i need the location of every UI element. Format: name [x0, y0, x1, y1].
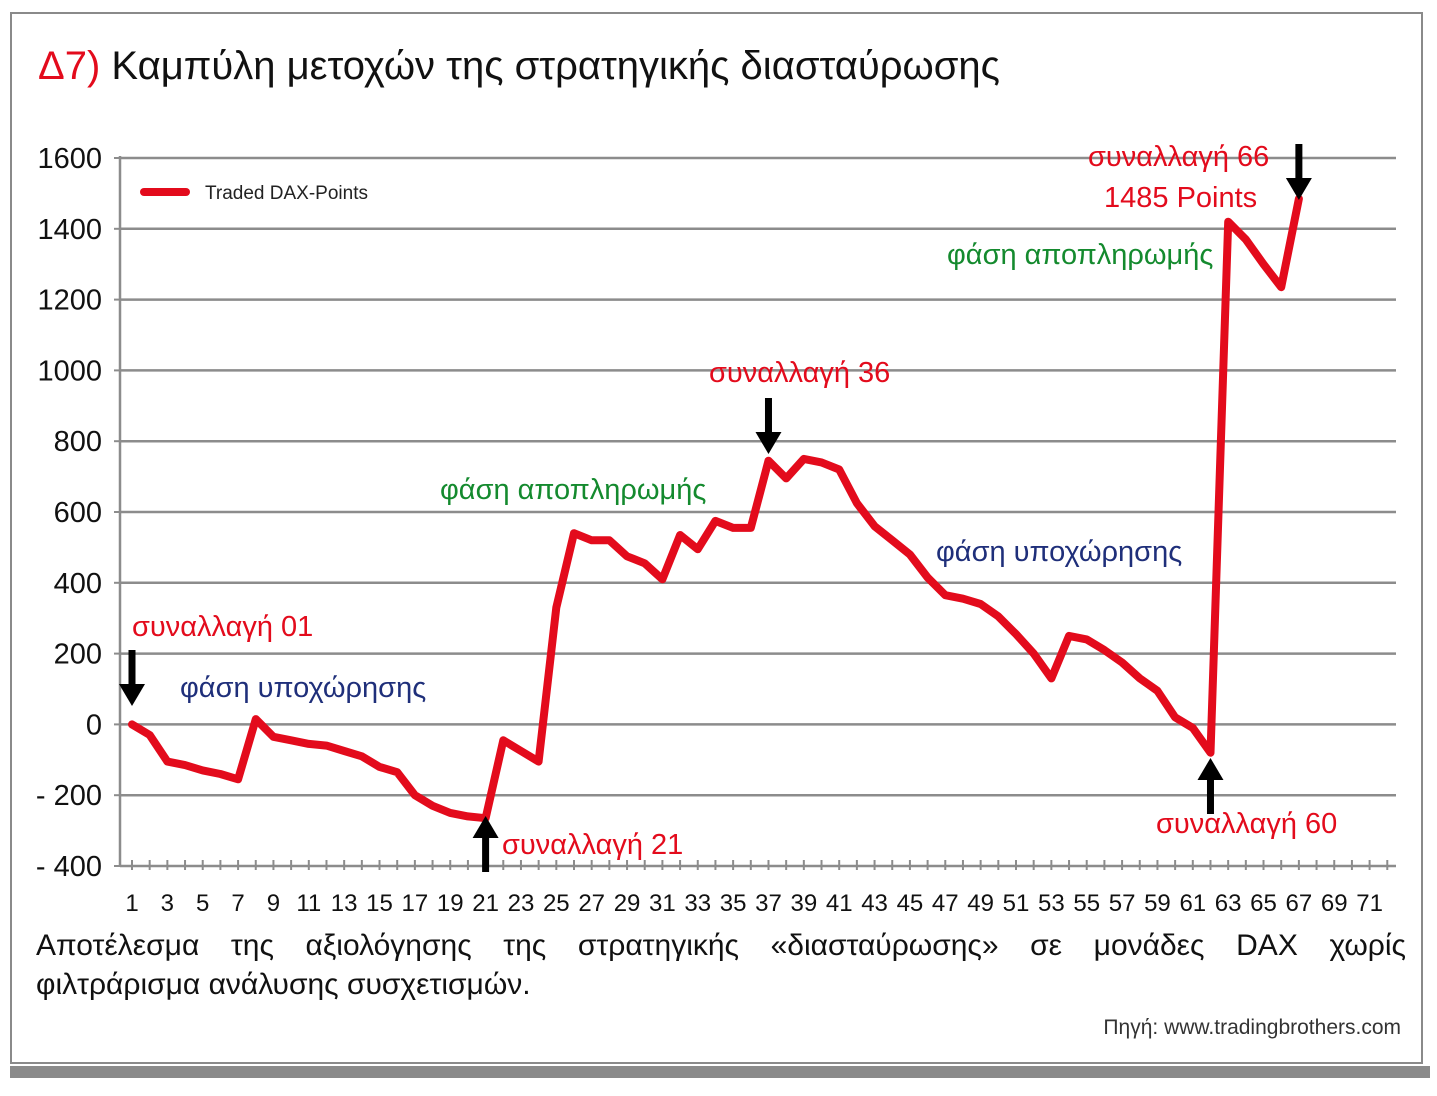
y-tick-label: 800	[54, 426, 102, 458]
x-tick-label: 29	[614, 890, 641, 917]
x-tick-label: 13	[331, 890, 358, 917]
x-tick-label: 7	[231, 890, 244, 917]
x-tick-label: 11	[296, 890, 321, 917]
x-tick-label: 47	[932, 890, 959, 917]
source-credit: Πηγή: www.tradingbrothers.com	[1103, 1016, 1401, 1039]
axes	[114, 156, 1396, 870]
annotation-decline-phase-1: φάση υποχώρησης	[180, 672, 426, 704]
x-tick-label: 61	[1179, 890, 1206, 917]
arrow-shaft	[1206, 780, 1214, 814]
x-tick-label: 59	[1144, 890, 1171, 917]
x-tick-label: 71	[1356, 890, 1383, 917]
arrow-shaft	[482, 838, 490, 872]
y-tick-labels: 1600 1400 1200 1000 800 600 400 200 0 - 200 - 400	[36, 143, 102, 883]
x-tick-label: 23	[508, 890, 535, 917]
series-lines	[128, 194, 1303, 823]
x-tick-label: 65	[1250, 890, 1277, 917]
x-tick-label: 41	[826, 890, 853, 917]
x-tick-label: 63	[1215, 890, 1242, 917]
annotation-repayment-phase-1: φάση αποπληρωμής	[440, 474, 706, 506]
chart-title: Δ7) Καμπύλη μετοχών της στρατηγικής διασ…	[38, 44, 1000, 89]
x-tick-label: 19	[437, 890, 464, 917]
chart-frame	[10, 12, 1423, 1064]
arrow-shaft	[128, 650, 136, 684]
title-text: Καμπύλη μετοχών της στρατηγικής διασταύρ…	[111, 44, 1000, 88]
x-tick-label: 69	[1321, 890, 1348, 917]
x-tick-label: 39	[790, 890, 817, 917]
bottom-bar	[10, 1066, 1430, 1078]
x-tick-label: 15	[366, 890, 393, 917]
y-tick-label: 600	[54, 497, 102, 529]
y-tick-label: 1400	[37, 214, 102, 246]
arrow-shaft	[764, 398, 772, 432]
legend: Traded DAX-Points	[140, 183, 368, 204]
y-tick-label: 1200	[37, 285, 102, 317]
y-tick-label: - 400	[36, 851, 102, 883]
x-tick-label: 31	[649, 890, 676, 917]
x-tick-label: 35	[720, 890, 747, 917]
series-line-traded-dax-points	[128, 194, 1303, 823]
y-tick-label: - 200	[36, 780, 102, 812]
x-tick-label: 5	[196, 890, 209, 917]
x-tick-label: 67	[1286, 890, 1313, 917]
annotation-trade-01: συναλλαγή 01	[132, 611, 313, 643]
x-tick-label: 9	[267, 890, 280, 917]
x-tick-label: 53	[1038, 890, 1065, 917]
title-number: Δ7)	[38, 44, 101, 88]
y-tick-label: 0	[86, 709, 102, 741]
x-tick-label: 45	[897, 890, 924, 917]
x-tick-label: 3	[161, 890, 174, 917]
x-tick-label: 17	[402, 890, 429, 917]
x-tick-label: 37	[755, 890, 782, 917]
caption-line-2: φιλτράρισμα ανάλυσης συσχετισμών.	[36, 968, 531, 1001]
x-tick-label: 51	[1003, 890, 1030, 917]
y-tick-label: 200	[54, 639, 102, 671]
x-tick-label: 57	[1109, 890, 1136, 917]
annotation-final-points: 1485 Points	[1104, 182, 1257, 214]
caption-line-1: Αποτέλεσμα της αξιολόγησης της στρατηγικ…	[36, 929, 1406, 962]
x-tick-labels: 1 3 5 7 9 11 13 15 17 19 21 23 25 27 29 31 33 35 37 39 41 43 4…	[125, 890, 1383, 917]
x-tick-label: 1	[125, 890, 138, 917]
x-tick-label: 33	[684, 890, 711, 917]
y-tick-label: 400	[54, 568, 102, 600]
y-tick-label: 1000	[37, 355, 102, 387]
annotation-trade-66: συναλλαγή 66	[1088, 141, 1269, 173]
arrow-head	[755, 432, 782, 454]
annotation-repayment-phase-2: φάση αποπληρωμής	[947, 239, 1213, 271]
x-tick-label: 43	[861, 890, 888, 917]
annotations: συναλλαγή 01 φάση υποχώρησης συναλλαγή 2…	[132, 141, 1337, 861]
annotation-arrows	[119, 144, 1312, 872]
x-tick-label: 55	[1073, 890, 1100, 917]
arrow-head	[119, 684, 145, 706]
arrow-head	[1197, 758, 1224, 780]
annotation-trade-36: συναλλαγή 36	[709, 357, 890, 389]
legend-label: Traded DAX-Points	[205, 183, 368, 204]
annotation-trade-21: συναλλαγή 21	[502, 829, 683, 861]
annotation-decline-phase-2: φάση υποχώρησης	[936, 536, 1182, 568]
x-tick-label: 21	[472, 890, 499, 917]
arrow-shaft	[1295, 144, 1303, 178]
x-tick-label: 49	[967, 890, 994, 917]
annotation-trade-60: συναλλαγή 60	[1156, 808, 1337, 840]
arrow-head	[472, 816, 499, 838]
x-tick-label: 25	[543, 890, 570, 917]
arrow-head	[1285, 178, 1312, 200]
y-tick-label: 1600	[37, 143, 102, 175]
x-tick-label: 27	[578, 890, 605, 917]
